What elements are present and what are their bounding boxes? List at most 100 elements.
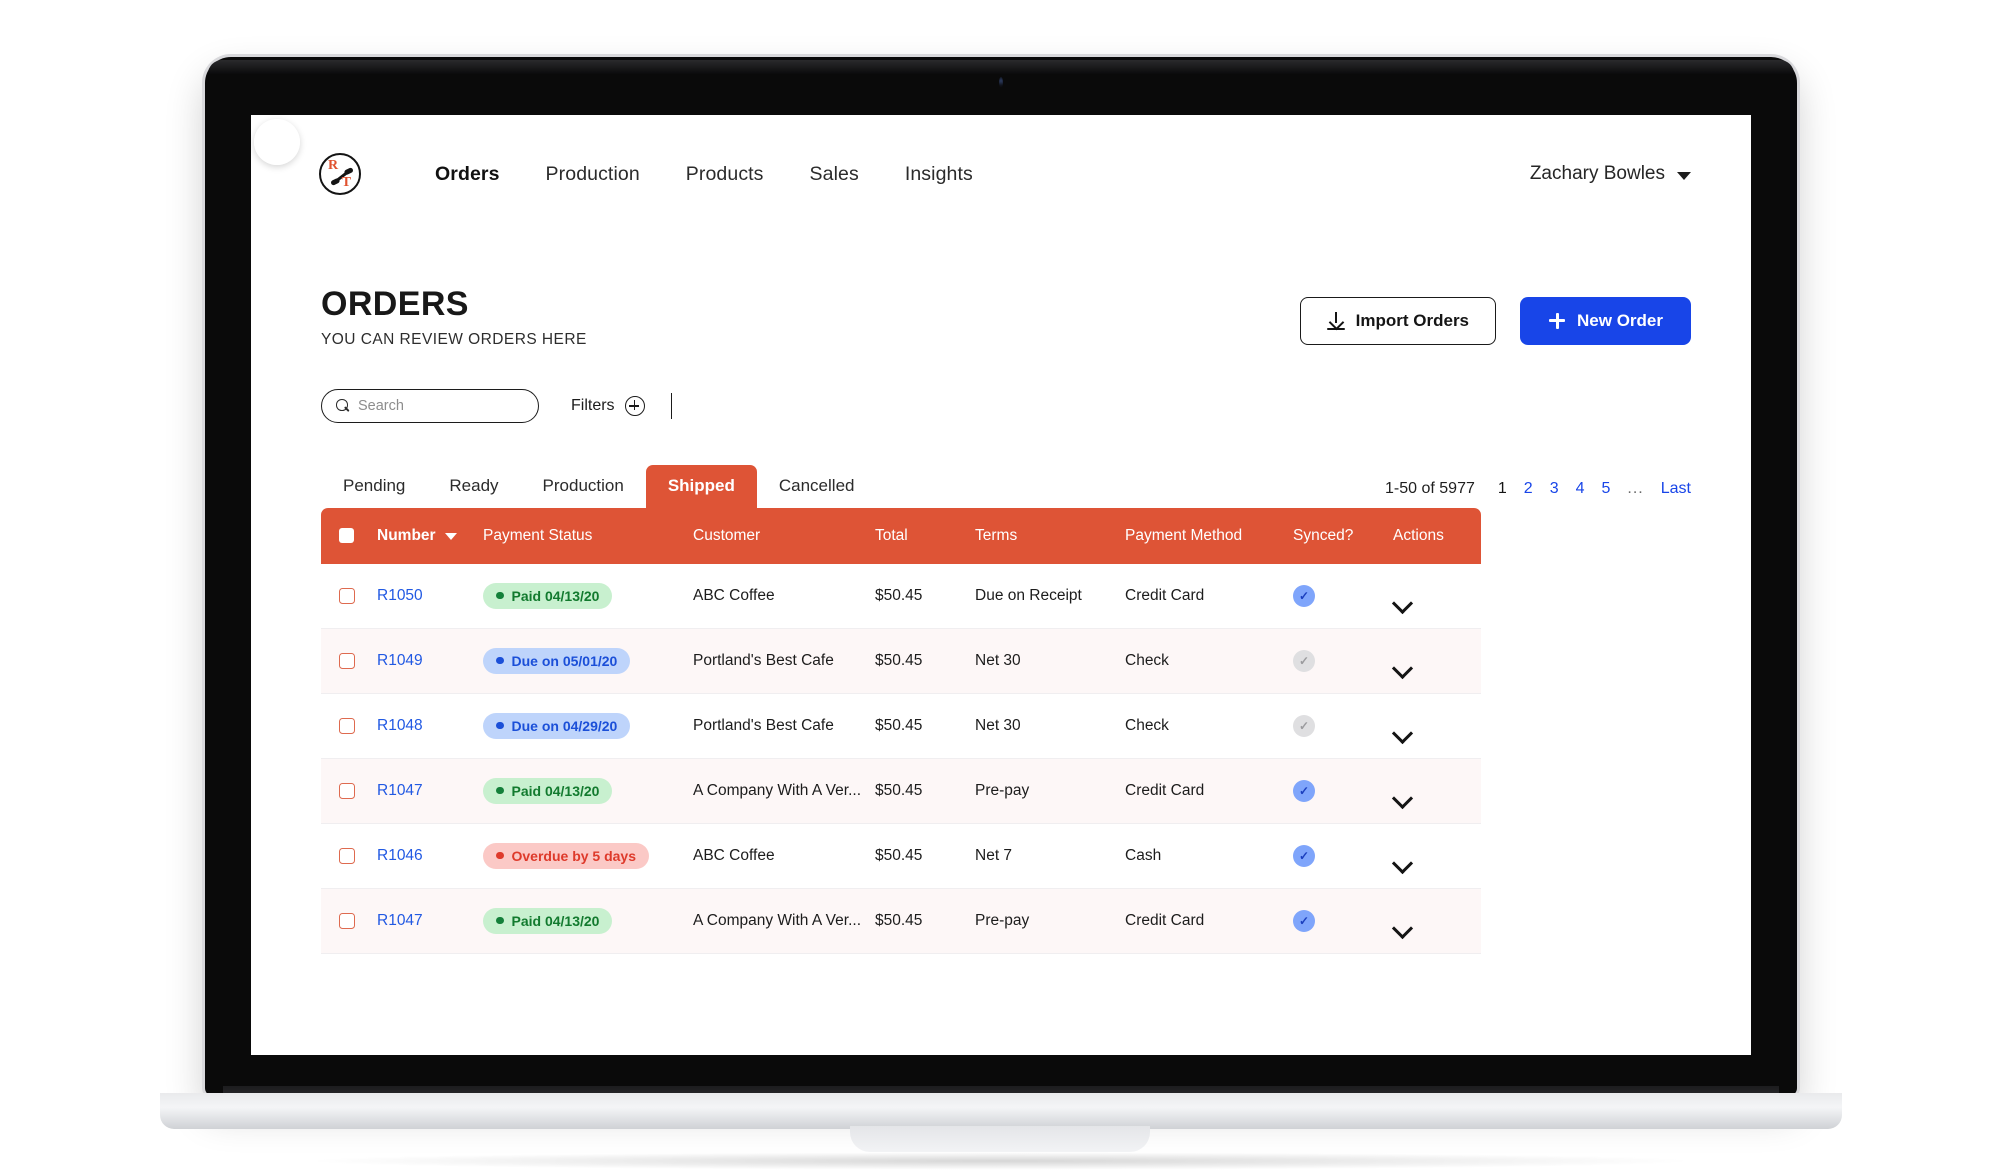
page-link-3[interactable]: 3 bbox=[1549, 479, 1559, 497]
row-checkbox[interactable] bbox=[339, 782, 355, 799]
order-number-link[interactable]: R1046 bbox=[377, 846, 423, 864]
row-checkbox[interactable] bbox=[339, 717, 355, 734]
synced-no-icon: ✓ bbox=[1293, 649, 1315, 672]
order-number-link[interactable]: R1048 bbox=[377, 716, 423, 734]
table-row[interactable]: R1047 Paid 04/13/20 A Company With A Ver… bbox=[321, 888, 1481, 954]
select-all-cell[interactable] bbox=[321, 528, 377, 544]
nav-item-insights[interactable]: Insights bbox=[904, 162, 973, 185]
row-checkbox[interactable] bbox=[339, 587, 355, 604]
nav-item-orders[interactable]: Orders bbox=[435, 162, 500, 185]
payment-method-cell: Credit Card bbox=[1125, 781, 1205, 799]
row-select-cell[interactable] bbox=[321, 912, 377, 929]
column-header-terms[interactable]: Terms bbox=[975, 526, 1018, 544]
search-box[interactable] bbox=[321, 388, 539, 423]
page-link-1[interactable]: 1 bbox=[1497, 479, 1507, 497]
order-number-cell[interactable]: R1047 bbox=[377, 912, 483, 930]
payment-status-cell: Due on 04/29/20 bbox=[483, 712, 693, 739]
select-all-checkbox[interactable] bbox=[339, 528, 354, 544]
order-number-link[interactable]: R1049 bbox=[377, 651, 423, 669]
download-icon bbox=[1326, 311, 1345, 330]
column-header-total[interactable]: Total bbox=[875, 526, 908, 544]
page-title: ORDERS bbox=[321, 285, 469, 323]
page-link-4[interactable]: 4 bbox=[1575, 479, 1585, 497]
user-menu[interactable]: Zachary Bowles bbox=[1530, 163, 1691, 185]
webcam-icon bbox=[999, 77, 1003, 88]
column-header-customer[interactable]: Customer bbox=[693, 526, 761, 544]
table-row[interactable]: R1049 Due on 05/01/20 Portland's Best Ca… bbox=[321, 628, 1481, 694]
tab-production[interactable]: Production bbox=[542, 475, 624, 495]
order-number-cell[interactable]: R1046 bbox=[377, 847, 483, 865]
table-row[interactable]: R1048 Due on 04/29/20 Portland's Best Ca… bbox=[321, 693, 1481, 759]
row-checkbox[interactable] bbox=[339, 652, 355, 669]
page-link-5[interactable]: 5 bbox=[1601, 479, 1611, 497]
total-cell: $50.45 bbox=[875, 586, 923, 604]
status-badge: Due on 04/29/20 bbox=[483, 712, 631, 739]
table-header-row: Number Payment Status Customer Total Ter… bbox=[321, 507, 1481, 564]
order-number-link[interactable]: R1047 bbox=[377, 911, 423, 929]
table-row[interactable]: R1046 Overdue by 5 days ABC Coffee $50.4… bbox=[321, 823, 1481, 889]
row-select-cell[interactable] bbox=[321, 717, 377, 734]
circle-plus-icon[interactable] bbox=[624, 395, 645, 416]
payment-method-cell: Credit Card bbox=[1125, 911, 1205, 929]
terms-cell: Pre-pay bbox=[975, 781, 1030, 799]
page-link-last[interactable]: Last bbox=[1660, 479, 1691, 497]
column-header-number[interactable]: Number bbox=[377, 527, 483, 545]
orders-table: Number Payment Status Customer Total Ter… bbox=[254, 119, 1481, 954]
filters-control[interactable]: Filters bbox=[571, 395, 645, 416]
row-select-cell[interactable] bbox=[321, 587, 377, 604]
total-cell: $50.45 bbox=[875, 651, 923, 669]
brand-logo-icon[interactable]: R T bbox=[319, 153, 361, 195]
page-subtitle: YOU CAN REVIEW ORDERS HERE bbox=[321, 330, 587, 348]
order-number-link[interactable]: R1050 bbox=[377, 586, 423, 604]
status-badge-label: Paid 04/13/20 bbox=[511, 912, 600, 929]
toolbar-divider bbox=[670, 392, 673, 419]
status-badge: Paid 04/13/20 bbox=[483, 907, 613, 934]
tab-shipped[interactable]: Shipped bbox=[645, 464, 757, 508]
row-select-cell[interactable] bbox=[321, 847, 377, 864]
status-tabs: Pending Ready Production Shipped Cancell… bbox=[321, 464, 876, 508]
table-row[interactable]: R1047 Paid 04/13/20 A Company With A Ver… bbox=[321, 758, 1481, 824]
import-orders-button[interactable]: Import Orders bbox=[1299, 296, 1497, 345]
nav-item-products[interactable]: Products bbox=[685, 162, 764, 185]
terms-cell: Pre-pay bbox=[975, 911, 1030, 929]
synced-cell: ✓ bbox=[1293, 714, 1393, 737]
column-header-payment-status[interactable]: Payment Status bbox=[483, 526, 593, 544]
table-row[interactable]: R1050 Paid 04/13/20 ABC Coffee $50.45 Du… bbox=[254, 119, 1481, 629]
tab-pending[interactable]: Pending bbox=[343, 475, 406, 495]
page-link-2[interactable]: 2 bbox=[1523, 479, 1533, 497]
page-actions: Import Orders New Order bbox=[1299, 296, 1691, 349]
logo-letter-r: R bbox=[328, 158, 339, 173]
status-badge: Due on 05/01/20 bbox=[483, 647, 631, 674]
column-header-payment-method[interactable]: Payment Method bbox=[1125, 526, 1243, 544]
order-number-cell[interactable]: R1049 bbox=[377, 652, 483, 670]
new-order-button[interactable]: New Order bbox=[1520, 296, 1691, 345]
payment-method-cell: Check bbox=[1125, 651, 1169, 669]
status-dot-icon bbox=[496, 786, 504, 795]
column-header-synced[interactable]: Synced? bbox=[1293, 526, 1354, 544]
tab-cancelled[interactable]: Cancelled bbox=[778, 475, 855, 495]
order-number-cell[interactable]: R1050 bbox=[254, 119, 483, 605]
logo-letter-t: T bbox=[341, 175, 351, 190]
laptop-screen: R T Orders Production Products Sales Ins… bbox=[251, 115, 1751, 1055]
nav-item-sales[interactable]: Sales bbox=[809, 162, 859, 185]
new-order-label: New Order bbox=[1577, 310, 1663, 330]
payment-status-cell: Overdue by 5 days bbox=[483, 842, 693, 869]
search-input[interactable] bbox=[358, 397, 524, 414]
status-badge: Paid 04/13/20 bbox=[483, 582, 613, 609]
synced-no-icon: ✓ bbox=[1293, 714, 1315, 737]
total-cell: $50.45 bbox=[875, 781, 923, 799]
row-checkbox[interactable] bbox=[339, 847, 355, 864]
nav-item-production[interactable]: Production bbox=[545, 162, 640, 185]
page-title-group: ORDERS YOU CAN REVIEW ORDERS HERE bbox=[321, 285, 587, 349]
row-select-cell[interactable] bbox=[321, 782, 377, 799]
row-select-cell[interactable] bbox=[321, 652, 377, 669]
status-badge: Paid 04/13/20 bbox=[483, 777, 613, 804]
row-checkbox[interactable] bbox=[339, 912, 355, 929]
tab-ready[interactable]: Ready bbox=[449, 475, 499, 495]
order-number-cell[interactable]: R1047 bbox=[377, 782, 483, 800]
total-cell: $50.45 bbox=[875, 716, 923, 734]
total-cell: $50.45 bbox=[875, 911, 923, 929]
synced-cell: ✓ bbox=[1293, 779, 1393, 802]
order-number-link[interactable]: R1047 bbox=[377, 781, 423, 799]
order-number-cell[interactable]: R1048 bbox=[377, 717, 483, 735]
